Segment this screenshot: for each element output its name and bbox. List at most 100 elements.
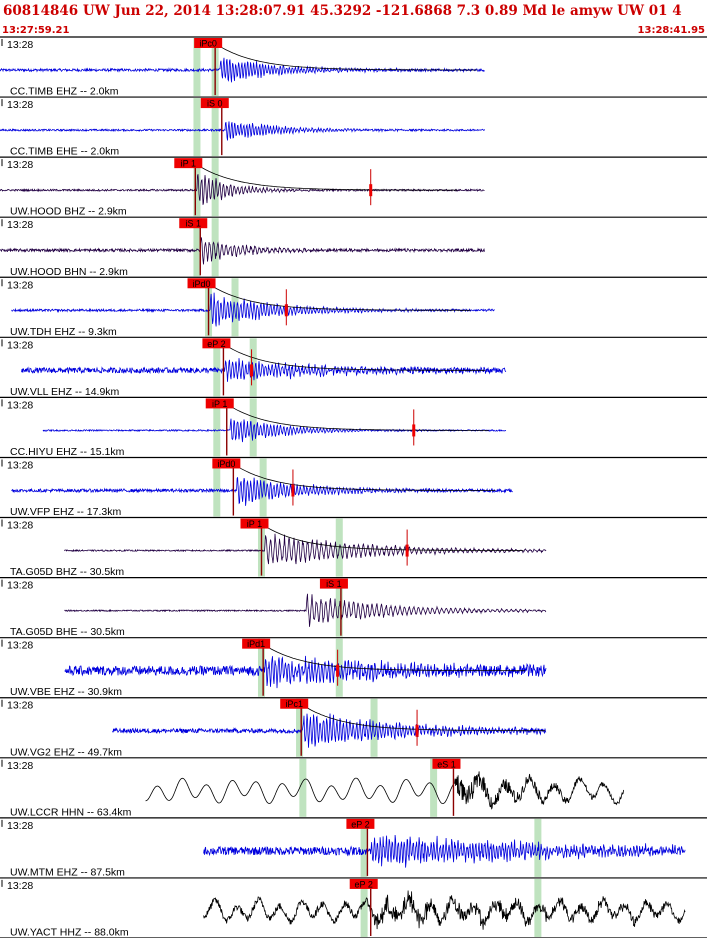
marker-spike [412, 424, 416, 437]
station-label: CC.HIYU EHZ -- 15.1km [10, 446, 125, 458]
waveform-trace [11, 477, 513, 506]
trace-panel: 13:28 iP 1 UW.HOOD BHZ -- 2.9km [0, 158, 707, 218]
pick-label: iPd0 [217, 459, 235, 469]
pick-label: iPd0 [193, 279, 211, 289]
trace-panel: 13:28 eP 2 UW.YACT HHZ -- 88.0km [0, 878, 707, 938]
pick-label-box [205, 398, 234, 409]
trace-panel: 13:28 iPc0 CC.TIMB EHZ -- 2.0km [0, 38, 707, 98]
coda-envelope [266, 646, 526, 672]
marker-spike [369, 184, 373, 197]
minute-label: 13:28 [7, 459, 33, 471]
pick-label-box [174, 158, 203, 169]
station-label: UW.HOOD BHN -- 2.9km [10, 266, 128, 278]
arrival-window [193, 38, 201, 97]
trace-panel: 13:28 iPd0 UW.VFP EHZ -- 17.3km [0, 458, 707, 519]
minute-label: 13:28 [7, 880, 33, 892]
pick-label-box [280, 698, 309, 709]
minute-label: 13:28 [7, 820, 33, 832]
arrival-window [211, 98, 219, 157]
station-label: UW.VFP EHZ -- 17.3km [10, 506, 121, 518]
marker-spike [284, 304, 288, 317]
waveform-trace [203, 890, 686, 930]
marker-spike [336, 664, 340, 677]
pick-label: iPc0 [199, 39, 217, 49]
waveform-trace [203, 834, 686, 868]
minute-label: 13:28 [7, 399, 33, 411]
coda-envelope [227, 345, 486, 371]
station-label: UW.VBE EHZ -- 30.9km [10, 686, 122, 698]
coda-envelope [230, 406, 489, 431]
waveform-trace [21, 358, 507, 382]
trace-panel: 13:28 iS 0 CC.TIMB EHE -- 2.0km [0, 98, 707, 158]
trace-panel: 13:28 eS 1 UW.LCCR HHN -- 63.4km [0, 758, 707, 819]
station-label: CC.TIMB EHE -- 2.0km [10, 146, 119, 158]
coda-envelope [212, 285, 471, 311]
waveform-trace [64, 593, 547, 627]
pick-label-box [212, 458, 241, 469]
pick-label-box [240, 518, 269, 529]
pick-label: iS 0 [207, 99, 223, 109]
arrival-window [296, 698, 304, 757]
trace-panel: 13:28 iS 1 UW.HOOD BHN -- 2.9km [0, 218, 707, 278]
pick-label-box [346, 818, 375, 829]
minute-label: 13:28 [7, 640, 33, 652]
arrival-window [213, 458, 221, 517]
pick-label: eP 2 [207, 339, 225, 349]
arrival-window [211, 218, 219, 277]
station-label: UW.YACT HHZ -- 88.0km [10, 927, 129, 938]
pick-label: iS 1 [185, 219, 201, 229]
waveform-trace [64, 655, 547, 689]
marker-spike [405, 544, 409, 557]
trace-panel: 13:28 iPc1 UW.VG2 EHZ -- 49.7km [0, 698, 707, 759]
marker-spike [415, 724, 419, 737]
window-start-time: 13:27:59.21 [2, 25, 70, 36]
station-label: UW.TDH EHZ -- 9.3km [10, 326, 117, 338]
arrival-window [193, 98, 201, 157]
pick-label-box [319, 578, 348, 589]
coda-envelope [218, 45, 478, 71]
trace-panel: 13:28 eP 2 UW.VLL EHZ -- 14.9km [0, 338, 707, 398]
arrival-window [360, 878, 368, 937]
minute-label: 13:28 [7, 99, 33, 111]
waveform-trace [0, 236, 485, 265]
station-label: CC.TIMB EHZ -- 2.0km [10, 86, 119, 98]
station-label: TA.G05D BHZ -- 30.5km [10, 566, 124, 578]
pick-label: eP 2 [351, 819, 369, 829]
waveform-trace [0, 121, 485, 141]
coda-envelope [304, 706, 546, 732]
pick-label-box [432, 758, 461, 769]
station-label: UW.VLL EHZ -- 14.9km [10, 386, 120, 398]
minute-label: 13:28 [7, 279, 33, 291]
pick-label-box [200, 98, 229, 109]
waveform-trace [145, 771, 624, 810]
pick-label: iPd1 [247, 639, 265, 649]
station-label: TA.G05D BHE -- 30.5km [10, 626, 125, 638]
waveform-trace [11, 292, 495, 327]
pick-label: iS 1 [326, 579, 342, 589]
pick-label: iP 1 [181, 159, 196, 169]
pick-label-box [187, 278, 216, 289]
pick-label: iPc1 [285, 699, 303, 709]
pick-label: eS 1 [437, 759, 456, 769]
pick-label-box [202, 338, 231, 349]
pick-label-box [242, 638, 271, 649]
trace-panel: 13:28 iP 1 CC.HIYU EHZ -- 15.1km [0, 398, 707, 459]
trace-panel: 13:28 iPd1 UW.VBE EHZ -- 30.9km [0, 638, 707, 699]
arrival-window [360, 818, 368, 877]
station-label: UW.MTM EHZ -- 87.5km [10, 866, 125, 878]
minute-label: 13:28 [7, 760, 33, 772]
trace-panel: 13:28 eP 2 UW.MTM EHZ -- 87.5km [0, 818, 707, 879]
window-end-time: 13:28:41.95 [638, 25, 706, 36]
minute-label: 13:28 [7, 580, 33, 592]
marker-spike [250, 364, 254, 377]
waveform-trace [64, 533, 547, 565]
event-title: 60814846 UW Jun 22, 2014 13:28:07.91 45.… [3, 3, 682, 19]
arrival-window [213, 398, 221, 457]
trace-panel: 13:28 iPd0 UW.TDH EHZ -- 9.3km [0, 278, 707, 338]
minute-label: 13:28 [7, 219, 33, 231]
pick-label: iP 1 [212, 399, 227, 409]
minute-label: 13:28 [7, 339, 33, 351]
